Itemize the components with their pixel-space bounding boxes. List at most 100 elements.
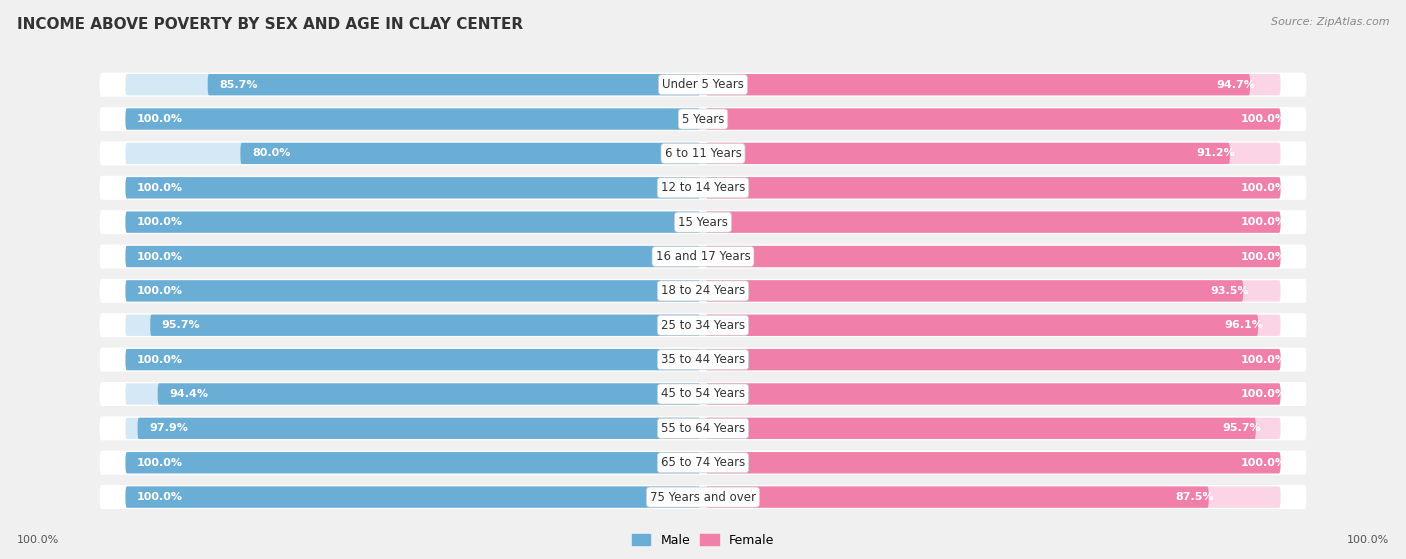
FancyBboxPatch shape xyxy=(125,211,700,233)
FancyBboxPatch shape xyxy=(706,246,1281,267)
FancyBboxPatch shape xyxy=(125,246,700,267)
Text: 75 Years and over: 75 Years and over xyxy=(650,491,756,504)
Text: 94.7%: 94.7% xyxy=(1216,80,1256,89)
FancyBboxPatch shape xyxy=(240,143,700,164)
Text: 45 to 54 Years: 45 to 54 Years xyxy=(661,387,745,400)
Text: 80.0%: 80.0% xyxy=(252,148,290,158)
Legend: Male, Female: Male, Female xyxy=(627,529,779,552)
FancyBboxPatch shape xyxy=(706,486,1281,508)
FancyBboxPatch shape xyxy=(706,143,1230,164)
Text: 100.0%: 100.0% xyxy=(1240,354,1286,364)
FancyBboxPatch shape xyxy=(125,211,700,233)
FancyBboxPatch shape xyxy=(125,349,700,370)
Text: 100.0%: 100.0% xyxy=(136,354,183,364)
FancyBboxPatch shape xyxy=(125,452,700,473)
FancyBboxPatch shape xyxy=(125,280,700,301)
Text: 100.0%: 100.0% xyxy=(136,217,183,227)
Text: 100.0%: 100.0% xyxy=(1240,183,1286,193)
Text: INCOME ABOVE POVERTY BY SEX AND AGE IN CLAY CENTER: INCOME ABOVE POVERTY BY SEX AND AGE IN C… xyxy=(17,17,523,32)
FancyBboxPatch shape xyxy=(125,315,700,336)
FancyBboxPatch shape xyxy=(100,382,1306,406)
Text: 100.0%: 100.0% xyxy=(1240,114,1286,124)
Text: 100.0%: 100.0% xyxy=(136,183,183,193)
FancyBboxPatch shape xyxy=(125,280,700,301)
FancyBboxPatch shape xyxy=(100,210,1306,234)
Text: 100.0%: 100.0% xyxy=(136,114,183,124)
FancyBboxPatch shape xyxy=(706,246,1281,267)
Text: 100.0%: 100.0% xyxy=(1240,389,1286,399)
FancyBboxPatch shape xyxy=(706,418,1281,439)
FancyBboxPatch shape xyxy=(706,177,1281,198)
FancyBboxPatch shape xyxy=(100,107,1306,131)
FancyBboxPatch shape xyxy=(100,176,1306,200)
Text: 100.0%: 100.0% xyxy=(136,252,183,262)
FancyBboxPatch shape xyxy=(100,141,1306,165)
FancyBboxPatch shape xyxy=(706,143,1281,164)
FancyBboxPatch shape xyxy=(125,246,700,267)
Text: 35 to 44 Years: 35 to 44 Years xyxy=(661,353,745,366)
FancyBboxPatch shape xyxy=(138,418,700,439)
FancyBboxPatch shape xyxy=(150,315,700,336)
FancyBboxPatch shape xyxy=(706,108,1281,130)
FancyBboxPatch shape xyxy=(706,280,1243,301)
Text: 96.1%: 96.1% xyxy=(1225,320,1264,330)
Text: 100.0%: 100.0% xyxy=(1240,458,1286,468)
FancyBboxPatch shape xyxy=(706,452,1281,473)
Text: 94.4%: 94.4% xyxy=(169,389,208,399)
FancyBboxPatch shape xyxy=(706,74,1281,96)
Text: 100.0%: 100.0% xyxy=(1240,252,1286,262)
Text: 93.5%: 93.5% xyxy=(1211,286,1249,296)
FancyBboxPatch shape xyxy=(706,486,1209,508)
FancyBboxPatch shape xyxy=(125,452,700,473)
FancyBboxPatch shape xyxy=(125,108,700,130)
FancyBboxPatch shape xyxy=(125,486,700,508)
FancyBboxPatch shape xyxy=(706,108,1281,130)
FancyBboxPatch shape xyxy=(125,177,700,198)
Text: 16 and 17 Years: 16 and 17 Years xyxy=(655,250,751,263)
FancyBboxPatch shape xyxy=(208,74,700,96)
FancyBboxPatch shape xyxy=(706,383,1281,405)
Text: 100.0%: 100.0% xyxy=(136,458,183,468)
FancyBboxPatch shape xyxy=(706,177,1281,198)
FancyBboxPatch shape xyxy=(706,315,1281,336)
FancyBboxPatch shape xyxy=(125,177,700,198)
Text: 95.7%: 95.7% xyxy=(162,320,200,330)
Text: 15 Years: 15 Years xyxy=(678,216,728,229)
FancyBboxPatch shape xyxy=(125,418,700,439)
FancyBboxPatch shape xyxy=(125,108,700,130)
FancyBboxPatch shape xyxy=(125,349,700,370)
Text: 100.0%: 100.0% xyxy=(136,286,183,296)
FancyBboxPatch shape xyxy=(100,73,1306,97)
Text: Source: ZipAtlas.com: Source: ZipAtlas.com xyxy=(1271,17,1389,27)
FancyBboxPatch shape xyxy=(100,416,1306,440)
FancyBboxPatch shape xyxy=(706,74,1250,96)
Text: 18 to 24 Years: 18 to 24 Years xyxy=(661,285,745,297)
Text: 87.5%: 87.5% xyxy=(1175,492,1213,502)
FancyBboxPatch shape xyxy=(125,383,700,405)
Text: 97.9%: 97.9% xyxy=(149,423,188,433)
FancyBboxPatch shape xyxy=(706,349,1281,370)
Text: 100.0%: 100.0% xyxy=(17,535,59,545)
FancyBboxPatch shape xyxy=(706,383,1281,405)
FancyBboxPatch shape xyxy=(706,418,1256,439)
FancyBboxPatch shape xyxy=(100,313,1306,337)
Text: 55 to 64 Years: 55 to 64 Years xyxy=(661,422,745,435)
FancyBboxPatch shape xyxy=(706,452,1281,473)
FancyBboxPatch shape xyxy=(100,451,1306,475)
Text: 65 to 74 Years: 65 to 74 Years xyxy=(661,456,745,469)
FancyBboxPatch shape xyxy=(706,315,1258,336)
FancyBboxPatch shape xyxy=(125,74,700,96)
Text: 85.7%: 85.7% xyxy=(219,80,257,89)
Text: 95.7%: 95.7% xyxy=(1223,423,1261,433)
FancyBboxPatch shape xyxy=(100,244,1306,268)
Text: 91.2%: 91.2% xyxy=(1197,148,1236,158)
FancyBboxPatch shape xyxy=(100,279,1306,303)
FancyBboxPatch shape xyxy=(706,280,1281,301)
Text: 6 to 11 Years: 6 to 11 Years xyxy=(665,147,741,160)
FancyBboxPatch shape xyxy=(125,486,700,508)
Text: 100.0%: 100.0% xyxy=(1240,217,1286,227)
Text: 12 to 14 Years: 12 to 14 Years xyxy=(661,181,745,195)
FancyBboxPatch shape xyxy=(125,143,700,164)
Text: 5 Years: 5 Years xyxy=(682,112,724,126)
FancyBboxPatch shape xyxy=(706,211,1281,233)
